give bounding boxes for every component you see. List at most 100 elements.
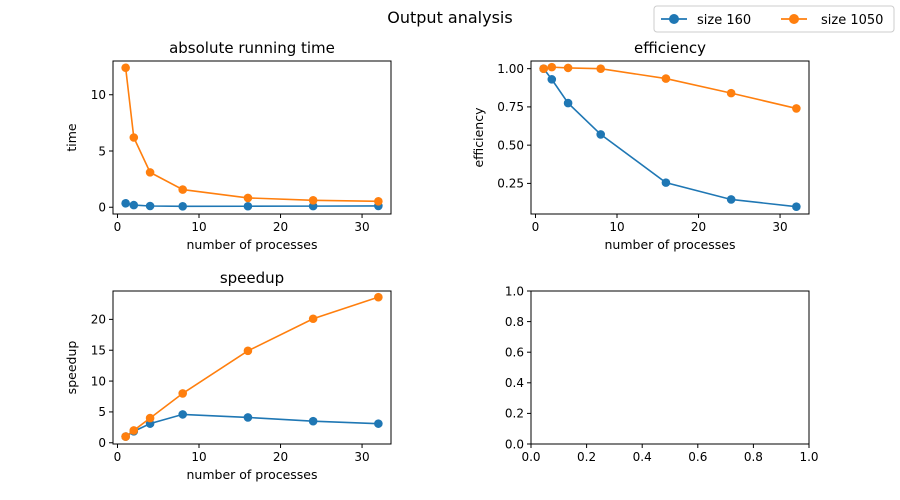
- data-point-size-1050: [129, 133, 139, 142]
- y-tick-label: 0.2: [505, 407, 524, 421]
- data-point-size-160: [121, 199, 130, 208]
- x-tick-label: 0: [114, 450, 122, 464]
- x-tick-label: 30: [354, 220, 369, 234]
- axes-frame: [112, 60, 392, 215]
- x-tick-label: 0.4: [633, 450, 652, 464]
- axes-empty: 0.0 0.2 0.4 0.6 0.8 1.0 0.0 0.2 0.4 0.6 0.8 1.0: [505, 284, 819, 464]
- data-point-size-1050: [145, 413, 155, 423]
- series-line-size-1050: [124, 67, 379, 203]
- x-tick-label: 0.8: [744, 450, 763, 464]
- data-point-size-160: [243, 413, 253, 422]
- data-point-size-1050: [145, 168, 155, 177]
- axes-absolute-running-time: 0 10 20 30 0 5 10 absolute running time number o…: [64, 39, 392, 252]
- series-line-size-1050: [543, 66, 797, 110]
- y-tick-label: 5: [98, 405, 106, 419]
- data-point-size-160: [563, 98, 573, 108]
- data-point-size-160: [145, 201, 155, 211]
- x-tick-label: 30: [772, 220, 787, 234]
- data-point-size-1050: [374, 292, 383, 302]
- data-point-size-1050: [661, 74, 671, 83]
- x-tick-label: 0.2: [577, 450, 596, 464]
- x-axis-label: number of processes: [604, 237, 735, 252]
- data-point-size-160: [308, 416, 318, 426]
- y-tick-label: 1.00: [497, 62, 524, 76]
- data-point-size-160: [243, 201, 253, 211]
- x-tick-label: 10: [609, 220, 624, 234]
- x-tick-label: 0.6: [688, 450, 707, 464]
- legend-label-size-160: size 160: [697, 13, 751, 28]
- y-tick-label: 10: [91, 88, 106, 102]
- axes-frame: [530, 60, 810, 215]
- data-point-size-1050: [726, 88, 736, 98]
- data-point-size-160: [661, 178, 671, 187]
- y-tick-label: 0.4: [505, 376, 524, 390]
- x-tick-label: 10: [191, 220, 206, 234]
- legend-frame: [653, 5, 895, 33]
- y-tick-label: 1.0: [505, 284, 524, 298]
- x-tick-label: 0: [114, 220, 122, 234]
- data-point-size-160: [547, 75, 557, 84]
- x-tick-label: 20: [273, 220, 288, 234]
- x-tick-label: 10: [191, 450, 206, 464]
- x-tick-label: 30: [354, 450, 369, 464]
- data-point-size-1050: [243, 346, 253, 356]
- data-point-size-1050: [121, 63, 130, 73]
- data-point-size-1050: [539, 64, 548, 73]
- axes-efficiency: 0 10 20 30 0.25 0.50 0.75 1.00 efficiency number …: [471, 39, 810, 252]
- data-point-size-160: [792, 202, 801, 211]
- data-point-size-1050: [178, 185, 187, 194]
- data-point-size-160: [726, 195, 736, 204]
- y-tick-label: 5: [98, 144, 106, 158]
- y-tick-label: 0.50: [497, 138, 524, 152]
- data-point-size-1050: [243, 193, 253, 203]
- data-point-size-1050: [308, 195, 318, 205]
- data-point-size-160: [178, 410, 187, 419]
- data-point-size-1050: [121, 432, 130, 441]
- y-tick-label: 0.8: [505, 315, 524, 329]
- y-tick-label: 0: [98, 436, 106, 450]
- data-point-size-1050: [178, 389, 187, 398]
- y-tick-label: 10: [91, 374, 106, 388]
- y-axis-label: time: [64, 123, 79, 152]
- y-tick-label: 0: [98, 201, 106, 215]
- y-axis-label: speedup: [64, 341, 79, 395]
- axes-frame: [530, 290, 810, 445]
- axes-speedup: 0 10 20 30 0 5 10 15 20 speedup number of processe…: [64, 269, 392, 482]
- legend-marker-size-160: [669, 14, 679, 24]
- data-point-size-160: [374, 419, 383, 428]
- y-axis-label: efficiency: [471, 107, 486, 168]
- series-line-size-160: [543, 68, 797, 208]
- data-point-size-160: [178, 202, 187, 211]
- axes-title: speedup: [220, 269, 284, 287]
- y-tick-label: 15: [91, 344, 106, 358]
- x-tick-label: 0.0: [521, 450, 540, 464]
- y-tick-label: 0.6: [505, 346, 524, 360]
- x-axis-label: number of processes: [186, 237, 317, 252]
- x-tick-label: 20: [273, 450, 288, 464]
- data-point-size-1050: [129, 426, 139, 435]
- axes-title: efficiency: [634, 39, 706, 57]
- data-point-size-1050: [596, 64, 605, 73]
- axes-title: absolute running time: [169, 39, 335, 57]
- legend-label-size-1050: size 1050: [821, 13, 883, 28]
- x-tick-label: 20: [691, 220, 706, 234]
- legend: size 160 size 1050: [653, 5, 895, 33]
- series-line-size-1050: [125, 296, 379, 438]
- axes-frame: [112, 290, 392, 445]
- data-point-size-1050: [563, 63, 573, 73]
- y-tick-label: 0.75: [497, 100, 524, 114]
- figure-title: Output analysis: [387, 8, 512, 27]
- x-tick-label: 1.0: [799, 450, 818, 464]
- data-point-size-1050: [374, 196, 383, 206]
- data-point-size-1050: [308, 314, 318, 324]
- data-point-size-1050: [547, 62, 557, 72]
- y-tick-label: 0.0: [505, 437, 524, 451]
- x-tick-label: 0: [532, 220, 540, 234]
- data-point-size-1050: [792, 104, 801, 113]
- x-axis-label: number of processes: [186, 467, 317, 482]
- y-tick-label: 20: [91, 313, 106, 327]
- data-point-size-160: [596, 130, 605, 139]
- data-point-size-160: [129, 200, 139, 210]
- y-tick-label: 0.25: [497, 177, 524, 191]
